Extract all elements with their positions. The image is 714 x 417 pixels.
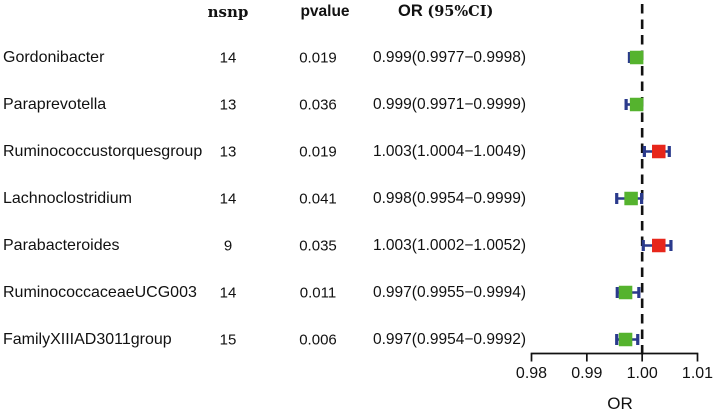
row-or-ci: 0.997(0.9954−0.9992): [373, 330, 526, 348]
table-row: FamilyXIIIAD3011group 15 0.006 0.997(0.9…: [0, 316, 714, 363]
row-pvalue: 0.006: [299, 331, 337, 348]
row-label: Ruminococcustorquesgroup: [3, 142, 203, 160]
row-nsnp: 13: [219, 143, 237, 160]
row-label: Paraprevotella: [3, 95, 107, 113]
x-tick-label: 1.01: [682, 365, 713, 382]
or-marker: [629, 50, 644, 65]
row-or-ci: 0.998(0.9954−0.9999): [373, 189, 526, 207]
row-pvalue: 0.019: [299, 49, 337, 66]
row-label: Gordonibacter: [3, 48, 105, 66]
or-marker: [618, 285, 633, 300]
or-marker: [652, 144, 666, 159]
table-row: Ruminococcustorquesgroup 13 0.019 1.003(…: [0, 128, 714, 175]
row-nsnp: 14: [219, 49, 237, 66]
header-ci-label: (95%CI): [427, 3, 494, 20]
row-label: Lachnoclostridium: [3, 189, 132, 207]
row-nsnp: 15: [219, 331, 237, 348]
row-label: Parabacteroides: [3, 236, 120, 254]
row-label: RuminococcaceaeUCG003: [3, 283, 197, 301]
row-nsnp: 13: [219, 96, 237, 113]
row-pvalue: 0.036: [299, 96, 337, 113]
row-or-ci: 1.003(1.0004−1.0049): [373, 142, 526, 160]
row-pvalue: 0.041: [299, 190, 337, 207]
row-or-ci: 0.997(0.9955−0.9994): [373, 283, 526, 301]
or-marker: [652, 238, 666, 253]
x-tick-label: 0.99: [571, 365, 602, 382]
table-row: Paraprevotella 13 0.036 0.999(0.9971−0.9…: [0, 81, 714, 128]
table-row: Parabacteroides 9 0.035 1.003(1.0002−1.0…: [0, 222, 714, 269]
x-tick-label: 1.00: [627, 365, 658, 382]
or-marker: [624, 191, 638, 206]
row-or-ci: 0.999(0.9971−0.9999): [373, 95, 526, 113]
header-nsnp: nsnp: [207, 3, 249, 21]
table-row: Gordonibacter 14 0.019 0.999(0.9977−0.99…: [0, 34, 714, 81]
header-or-label: OR: [398, 2, 423, 20]
row-pvalue: 0.019: [299, 143, 337, 160]
table-header: nsnp pvalue OR (95%CI): [0, 0, 714, 34]
row-pvalue: 0.011: [299, 284, 337, 301]
row-nsnp: 14: [219, 284, 237, 301]
header-or-ci: OR (95%CI): [398, 2, 493, 21]
row-label: FamilyXIIIAD3011group: [3, 330, 172, 348]
header-pvalue: pvalue: [300, 3, 350, 20]
row-or-ci: 1.003(1.0002−1.0052): [373, 236, 526, 254]
row-nsnp: 9: [223, 237, 233, 254]
row-pvalue: 0.035: [299, 237, 337, 254]
row-or-ci: 0.999(0.9977−0.9998): [373, 48, 526, 66]
x-tick-label: 0.98: [516, 365, 547, 382]
or-marker: [618, 332, 633, 347]
table-row: Lachnoclostridium 14 0.041 0.998(0.9954−…: [0, 175, 714, 222]
x-axis-title: OR: [607, 394, 633, 413]
or-marker: [629, 97, 644, 112]
table-row: RuminococcaceaeUCG003 14 0.011 0.997(0.9…: [0, 269, 714, 316]
row-nsnp: 14: [219, 190, 237, 207]
